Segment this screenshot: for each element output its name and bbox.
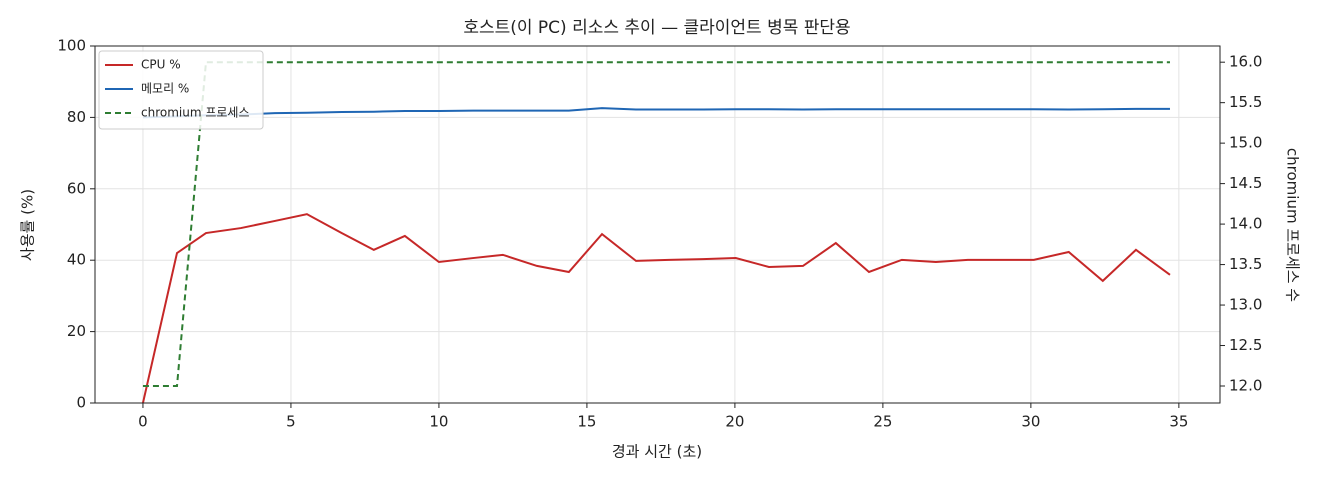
legend-label: chromium 프로세스 [141,106,250,120]
legend-box [98,50,264,130]
y-tick-label: 0 [76,394,86,412]
y-tick-label: 100 [57,37,86,55]
y2-tick-label: 13.0 [1229,296,1262,314]
y2-tick-label: 13.5 [1229,255,1262,273]
y2-tick-label: 12.5 [1229,336,1262,354]
y2-tick-label: 15.5 [1229,93,1262,111]
x-axis-label: 경과 시간 (초) [612,443,702,461]
x-tick-label: 25 [873,413,892,431]
legend-label: 메모리 % [141,82,189,96]
y2-axis-label: chromium 프로세스 수 [1284,148,1302,302]
y2-tick-label: 12.0 [1229,377,1262,395]
y2-tick-label: 15.0 [1229,134,1262,152]
series-line [142,61,1170,387]
y-tick-label: 40 [67,251,86,269]
y-axis-label: 사용률 (%) [19,189,37,261]
y2-tick-label: 14.5 [1229,174,1262,192]
y2-tick-label: 16.0 [1229,53,1262,71]
x-tick-label: 30 [1021,413,1040,431]
y-tick-label: 20 [67,322,86,340]
x-tick-label: 35 [1169,413,1188,431]
y2-tick-label: 14.0 [1229,215,1262,233]
series-line [142,107,1170,119]
plot-frame [94,45,1221,404]
x-tick-label: 20 [725,413,744,431]
x-tick-label: 10 [429,413,448,431]
chart-title: 호스트(이 PC) 리소스 추이 — 클라이언트 병목 판단용 [463,18,850,38]
y-tick-label: 80 [67,108,86,126]
y-tick-label: 60 [67,179,86,197]
x-tick-label: 15 [577,413,596,431]
legend: CPU % 메모리 % chromium 프로세스 [98,50,264,130]
series-line [141,213,1171,404]
x-tick-label: 5 [286,413,296,431]
legend-label: CPU % [141,58,181,72]
x-tick-label: 0 [138,413,148,431]
